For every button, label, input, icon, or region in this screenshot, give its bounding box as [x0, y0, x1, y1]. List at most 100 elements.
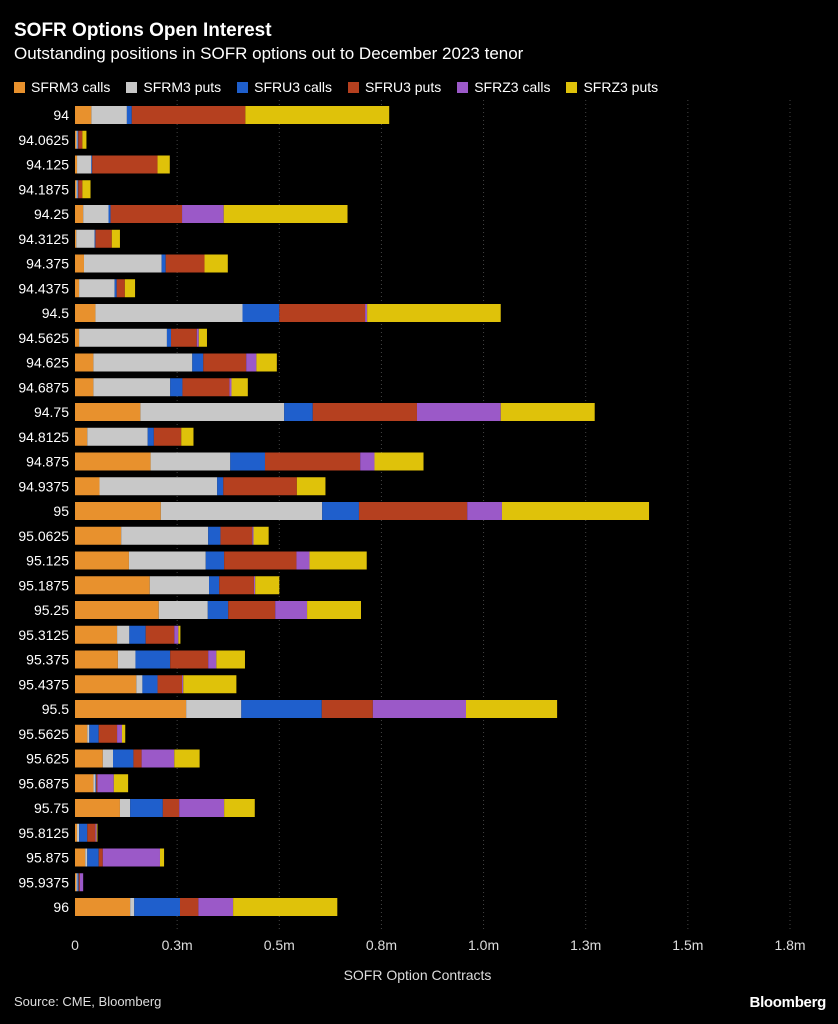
bar-segment [94, 229, 96, 248]
bar-segment [75, 601, 159, 619]
bar-segment [192, 353, 204, 372]
bar-segment [99, 477, 218, 496]
bar-segment [133, 749, 142, 768]
bar-segment [102, 848, 160, 867]
category-label: 95.375 [26, 652, 69, 668]
bar-segment [77, 180, 79, 199]
bar-segment [75, 823, 78, 842]
category-label: 95.4375 [18, 676, 69, 692]
legend-swatch [14, 81, 25, 93]
bar-segment [91, 106, 127, 124]
bar-segment [76, 229, 95, 248]
bar-segment [75, 650, 118, 669]
legend-label: SFRU3 puts [364, 79, 442, 95]
bar-segment [228, 601, 276, 619]
bar-segment [198, 898, 234, 916]
bar-segment [75, 700, 187, 718]
bar-segment [108, 205, 111, 223]
bar-segment [91, 155, 93, 174]
bar-segment [111, 229, 120, 248]
legend-swatch [237, 81, 249, 93]
bar-segment [75, 304, 96, 322]
bar-segment [181, 427, 194, 446]
bar-segment [135, 650, 171, 669]
bar-segment [136, 675, 143, 694]
category-label: 94.6875 [18, 379, 69, 395]
bar-segment [79, 873, 84, 892]
bar-segment [110, 205, 183, 223]
bar-segment [83, 254, 162, 273]
bar-segment [75, 526, 122, 545]
category-label: 94.1875 [18, 181, 69, 197]
bar-segment [75, 848, 86, 867]
bar-segment [75, 205, 84, 223]
category-label: 94.5 [42, 305, 69, 321]
category-label: 94.375 [26, 256, 69, 272]
bar-segment [87, 724, 90, 743]
bar-segment [75, 254, 84, 273]
bar-segment [255, 576, 280, 595]
category-label: 95.8125 [18, 825, 69, 841]
bar-segment [178, 625, 181, 644]
bar-segment [75, 403, 141, 421]
category-label: 95.6875 [18, 775, 69, 791]
bar-segment [75, 452, 151, 471]
bar-segment [117, 724, 122, 743]
bar-segment [162, 799, 180, 817]
x-tick-label: 1.3m [570, 937, 601, 953]
bar-segment [75, 279, 80, 298]
bar-segment [76, 180, 78, 199]
bar-segment [150, 452, 231, 471]
bar-segment [500, 403, 595, 421]
bar-segment [374, 452, 424, 471]
bar-segment [223, 477, 297, 496]
bar-segment [365, 304, 368, 322]
bar-segment [182, 675, 184, 694]
bar-segment [95, 774, 97, 793]
bar-segment [296, 477, 326, 496]
bar-segment [75, 625, 118, 644]
x-tick-label: 1.0m [468, 937, 499, 953]
bar-segment [358, 502, 468, 520]
bar-segment [78, 180, 83, 199]
category-label: 95.3125 [18, 627, 69, 643]
legend-swatch [347, 81, 359, 93]
bar-segment [309, 551, 367, 570]
bar-segment [75, 328, 80, 347]
bar-segment [219, 576, 254, 595]
bar-segment [79, 279, 115, 298]
bar-segment [79, 823, 88, 842]
legend-item-sfrm3-puts: SFRM3 puts [126, 79, 221, 95]
bar-segment [76, 873, 78, 892]
bar-segment [312, 403, 417, 421]
bar-segment [95, 229, 112, 248]
bar-segment [416, 403, 501, 421]
bar-segment [87, 427, 148, 446]
bar-segment [75, 427, 88, 446]
bar-segment [77, 823, 80, 842]
bar-segment [182, 378, 230, 397]
bar-segment [279, 304, 366, 322]
bar-segment [284, 403, 313, 421]
bar-segment [124, 279, 136, 298]
category-label: 95.5625 [18, 726, 69, 742]
bar-segment [87, 823, 96, 842]
bar-segment [93, 378, 171, 397]
bar-segment [180, 898, 199, 916]
bar-segment [208, 650, 217, 669]
bloomberg-logo: Bloomberg [749, 994, 827, 1011]
bar-segment [131, 106, 246, 124]
bar-segment [216, 650, 245, 669]
bar-segment [77, 155, 92, 174]
bar-segment [205, 551, 225, 570]
category-label: 94.125 [26, 157, 69, 173]
bar-segment [159, 848, 165, 867]
bar-segment [98, 848, 103, 867]
bar-segment [264, 452, 361, 471]
bar-segment [466, 700, 558, 718]
bar-segment [179, 799, 225, 817]
chart-title: SOFR Options Open Interest [14, 20, 272, 41]
bar-segment [224, 799, 255, 817]
bar-segment [77, 873, 79, 892]
bar-segment [96, 774, 98, 793]
